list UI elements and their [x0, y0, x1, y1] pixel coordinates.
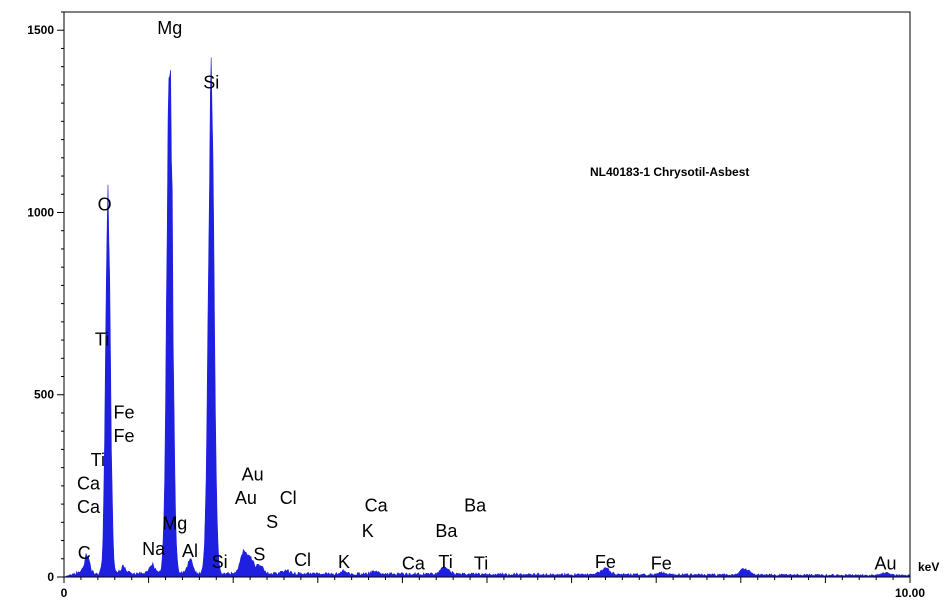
x-tick-label: 0	[61, 586, 68, 600]
element-label: Au	[242, 464, 264, 484]
element-label: C	[78, 543, 91, 563]
element-label: Si	[203, 73, 219, 93]
element-label: Al	[182, 541, 198, 561]
element-label: S	[266, 512, 278, 532]
spectrum-area	[63, 57, 911, 578]
x-tick-label: 10.00	[895, 586, 925, 600]
element-label: Ti	[95, 330, 109, 350]
y-tick-label: 500	[34, 388, 54, 402]
spectrum-series	[63, 57, 911, 578]
element-label: Fe	[651, 554, 672, 574]
element-label: Mg	[157, 18, 182, 38]
element-label: Fe	[114, 402, 135, 422]
element-label: Cl	[294, 550, 311, 570]
element-label: Cl	[280, 488, 297, 508]
plot-frame	[63, 11, 911, 578]
element-label: K	[338, 552, 350, 572]
x-axis-unit-label: keV	[918, 560, 939, 574]
y-tick-label: 1500	[27, 23, 54, 37]
sample-annotation: NL40183-1 Chrysotil-Asbest	[590, 165, 749, 179]
element-label: Fe	[595, 552, 616, 572]
element-label: Ca	[402, 554, 426, 574]
element-label: Ba	[464, 495, 487, 515]
element-label: Ti	[474, 554, 488, 574]
element-label: Ti	[91, 450, 105, 470]
plot-area-border	[63, 11, 911, 578]
element-label: Ca	[365, 495, 389, 515]
element-label: Mg	[162, 514, 187, 534]
element-label: Ca	[77, 497, 101, 517]
element-label: Fe	[114, 426, 135, 446]
tick-labels: 0 500 1000 1500 0 10.00	[27, 23, 925, 600]
element-label: O	[98, 195, 112, 215]
element-label: K	[362, 521, 374, 541]
element-label: Au	[235, 488, 257, 508]
element-label: Ti	[438, 552, 452, 572]
element-label: Si	[212, 552, 228, 572]
element-label: Na	[142, 539, 166, 559]
y-tick-label: 1000	[27, 205, 54, 219]
element-label: Ca	[77, 474, 101, 494]
element-label: Ba	[435, 521, 458, 541]
element-label: S	[253, 545, 265, 565]
element-label: Au	[874, 554, 896, 574]
y-tick-label: 0	[47, 570, 54, 584]
